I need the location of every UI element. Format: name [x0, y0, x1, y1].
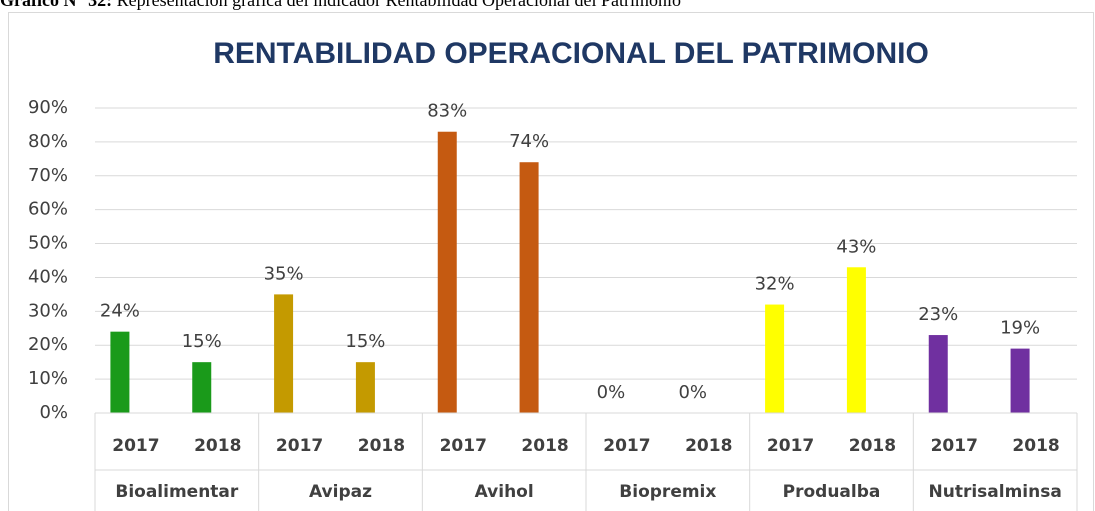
y-tick-label: 20%	[28, 334, 68, 355]
y-tick-label: 0%	[39, 402, 68, 423]
x-tick-label: 2017	[931, 436, 978, 456]
x-tick-label: 2018	[1012, 436, 1059, 456]
group-label: Produalba	[783, 482, 881, 502]
bar	[846, 267, 866, 413]
x-tick-label: 2018	[358, 436, 405, 456]
bar	[519, 162, 539, 413]
y-tick-label: 30%	[28, 300, 68, 321]
x-tick-label: 2017	[112, 436, 159, 456]
y-tick-label: 80%	[28, 131, 68, 152]
y-tick-label: 40%	[28, 266, 68, 287]
chart-frame	[8, 12, 1094, 511]
chart-title: RENTABILIDAD OPERACIONAL DEL PATRIMONIO	[213, 37, 929, 70]
x-tick-label: 2017	[440, 436, 487, 456]
caption-label: Gráfico N° 32:	[0, 0, 112, 10]
data-label: 15%	[182, 331, 222, 352]
x-tick-label: 2017	[276, 436, 323, 456]
x-tick-label: 2017	[603, 436, 650, 456]
caption-text: Representación gráfica del indicador Ren…	[117, 0, 681, 10]
bar	[1010, 348, 1030, 413]
y-tick-label: 60%	[28, 199, 68, 220]
bar	[192, 362, 212, 413]
data-label: 0%	[678, 382, 707, 403]
x-tick-label: 2018	[849, 436, 896, 456]
y-tick-label: 70%	[28, 165, 68, 186]
data-label: 24%	[100, 301, 140, 322]
x-tick-label: 2018	[521, 436, 568, 456]
data-label: 19%	[1000, 318, 1040, 339]
group-label: Bioalimentar	[115, 482, 239, 502]
x-tick-label: 2017	[767, 436, 814, 456]
data-label: 32%	[755, 274, 795, 295]
group-label: Avihol	[475, 482, 534, 502]
data-label: 83%	[427, 101, 467, 122]
bar	[110, 331, 130, 413]
data-label: 74%	[509, 131, 549, 152]
bar	[274, 294, 294, 413]
caption: Gráfico N° 32: Representación gráfica de…	[0, 0, 681, 10]
data-label: 23%	[918, 304, 958, 325]
group-label: Biopremix	[619, 482, 716, 502]
data-label: 15%	[345, 331, 385, 352]
bar	[928, 335, 948, 413]
x-tick-label: 2018	[194, 436, 241, 456]
bar	[765, 304, 785, 413]
x-tick-label: 2018	[685, 436, 732, 456]
data-label: 0%	[597, 382, 626, 403]
group-label: Avipaz	[309, 482, 372, 502]
group-label: Nutrisalminsa	[929, 482, 1062, 502]
data-label: 43%	[836, 236, 876, 257]
y-tick-label: 10%	[28, 368, 68, 389]
bar	[355, 362, 375, 413]
data-label: 35%	[264, 263, 304, 284]
bar	[437, 131, 457, 413]
y-tick-label: 90%	[28, 97, 68, 118]
y-tick-label: 50%	[28, 233, 68, 254]
